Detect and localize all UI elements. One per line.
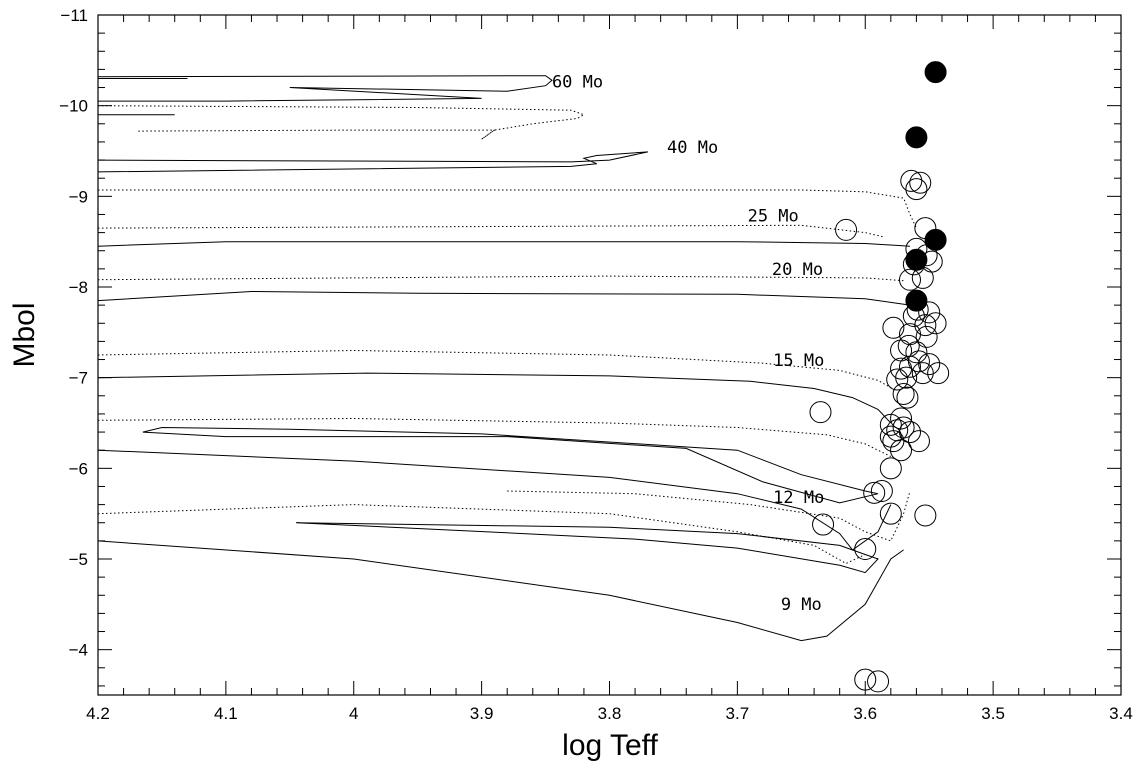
- axis-tick-labels: 4.2 4.1 4 3.9 3.8 3.7 3.6 3.5 3.4 −4 −5 −6 −7 −8 −9 −10…: [59, 6, 1133, 723]
- track-mass-label: 9 Mo: [781, 595, 822, 615]
- track-line: [97, 504, 866, 565]
- filled-star-point: [905, 248, 928, 271]
- track-line: [507, 490, 911, 542]
- y-tick-label: −9: [69, 187, 88, 206]
- open-star-point: [905, 341, 928, 364]
- y-tick-label: −7: [69, 369, 88, 388]
- open-star-point: [909, 171, 932, 194]
- x-tick-label: 3.4: [1109, 704, 1133, 723]
- track-mass-label: 20 Mo: [772, 260, 823, 280]
- open-star-point: [895, 366, 918, 389]
- track-line: [97, 449, 892, 551]
- open-star-point: [870, 480, 893, 502]
- open-star-point: [812, 513, 835, 536]
- filled-star-markers: [905, 61, 947, 312]
- track-mass-label: 15 Mo: [773, 351, 824, 371]
- open-star-point: [890, 407, 913, 430]
- open-star-point: [879, 502, 902, 525]
- filled-star-point: [924, 61, 947, 84]
- open-star-point: [854, 668, 877, 691]
- y-tick-label: −5: [69, 550, 88, 569]
- axis-ticks: [97, 14, 1122, 695]
- track-line: [97, 151, 649, 173]
- y-tick-label: −10: [59, 97, 88, 116]
- open-star-point: [899, 268, 922, 291]
- open-star-point: [915, 325, 938, 348]
- x-tick-label: 3.8: [598, 704, 622, 723]
- open-star-point: [854, 538, 877, 561]
- x-tick-label: 4.1: [214, 704, 238, 723]
- open-star-point: [911, 362, 934, 385]
- open-star-point: [892, 382, 915, 405]
- track-line: [97, 75, 553, 102]
- open-star-point: [890, 439, 913, 462]
- evolutionary-tracks: [97, 75, 917, 642]
- open-star-point: [897, 334, 920, 357]
- open-star-point: [914, 504, 937, 527]
- open-star-point: [882, 430, 905, 453]
- track-line: [97, 540, 904, 642]
- open-star-point: [927, 362, 950, 385]
- track-line: [296, 522, 879, 574]
- open-star-point: [907, 430, 930, 453]
- open-star-point: [896, 386, 919, 409]
- open-star-point: [900, 169, 923, 192]
- y-tick-label: −6: [69, 459, 88, 478]
- track-mass-label: 12 Mo: [773, 488, 824, 508]
- track-mass-label: 60 Mo: [552, 73, 603, 93]
- track-line: [97, 241, 911, 247]
- x-tick-label: 3.7: [726, 704, 750, 723]
- track-line: [97, 417, 892, 457]
- open-star-point: [924, 312, 947, 335]
- x-tick-label: 4: [349, 704, 358, 723]
- y-axis-title: Mbol: [8, 302, 41, 367]
- track-mass-label: 40 Mo: [667, 138, 718, 158]
- open-star-point: [835, 218, 858, 241]
- track-line: [97, 105, 586, 140]
- open-star-point: [905, 178, 928, 201]
- plot-frame: [97, 14, 1122, 696]
- track-line: [142, 426, 879, 504]
- track-mass-label: 25 Mo: [748, 207, 799, 227]
- open-star-point: [886, 368, 909, 391]
- open-star-point: [899, 355, 922, 378]
- open-star-point: [863, 481, 886, 504]
- open-star-point: [918, 301, 941, 324]
- open-star-point: [879, 413, 902, 436]
- filled-star-point: [905, 126, 928, 149]
- y-tick-label: −11: [60, 6, 88, 25]
- x-tick-label: 3.6: [853, 704, 877, 723]
- x-tick-label: 4.2: [86, 704, 110, 723]
- track-line: [97, 372, 892, 424]
- x-axis-title: log Teff: [562, 729, 658, 762]
- filled-star-point: [924, 228, 947, 251]
- x-tick-label: 3.5: [981, 704, 1005, 723]
- open-star-point: [918, 353, 941, 376]
- x-tick-label: 3.9: [470, 704, 494, 723]
- y-tick-label: −8: [69, 278, 88, 297]
- open-star-point: [882, 316, 905, 339]
- track-mass-labels: 60 Mo 40 Mo 25 Mo 20 Mo 15 Mo 12 Mo 9 Mo: [552, 73, 824, 615]
- open-star-markers: [809, 169, 950, 693]
- track-line: [97, 224, 885, 238]
- y-tick-label: −4: [69, 641, 88, 660]
- open-star-point: [867, 670, 890, 693]
- filled-star-point: [905, 289, 928, 312]
- open-star-point: [879, 457, 902, 480]
- track-line: [97, 290, 911, 306]
- track-line: [97, 349, 898, 392]
- open-star-point: [809, 401, 832, 424]
